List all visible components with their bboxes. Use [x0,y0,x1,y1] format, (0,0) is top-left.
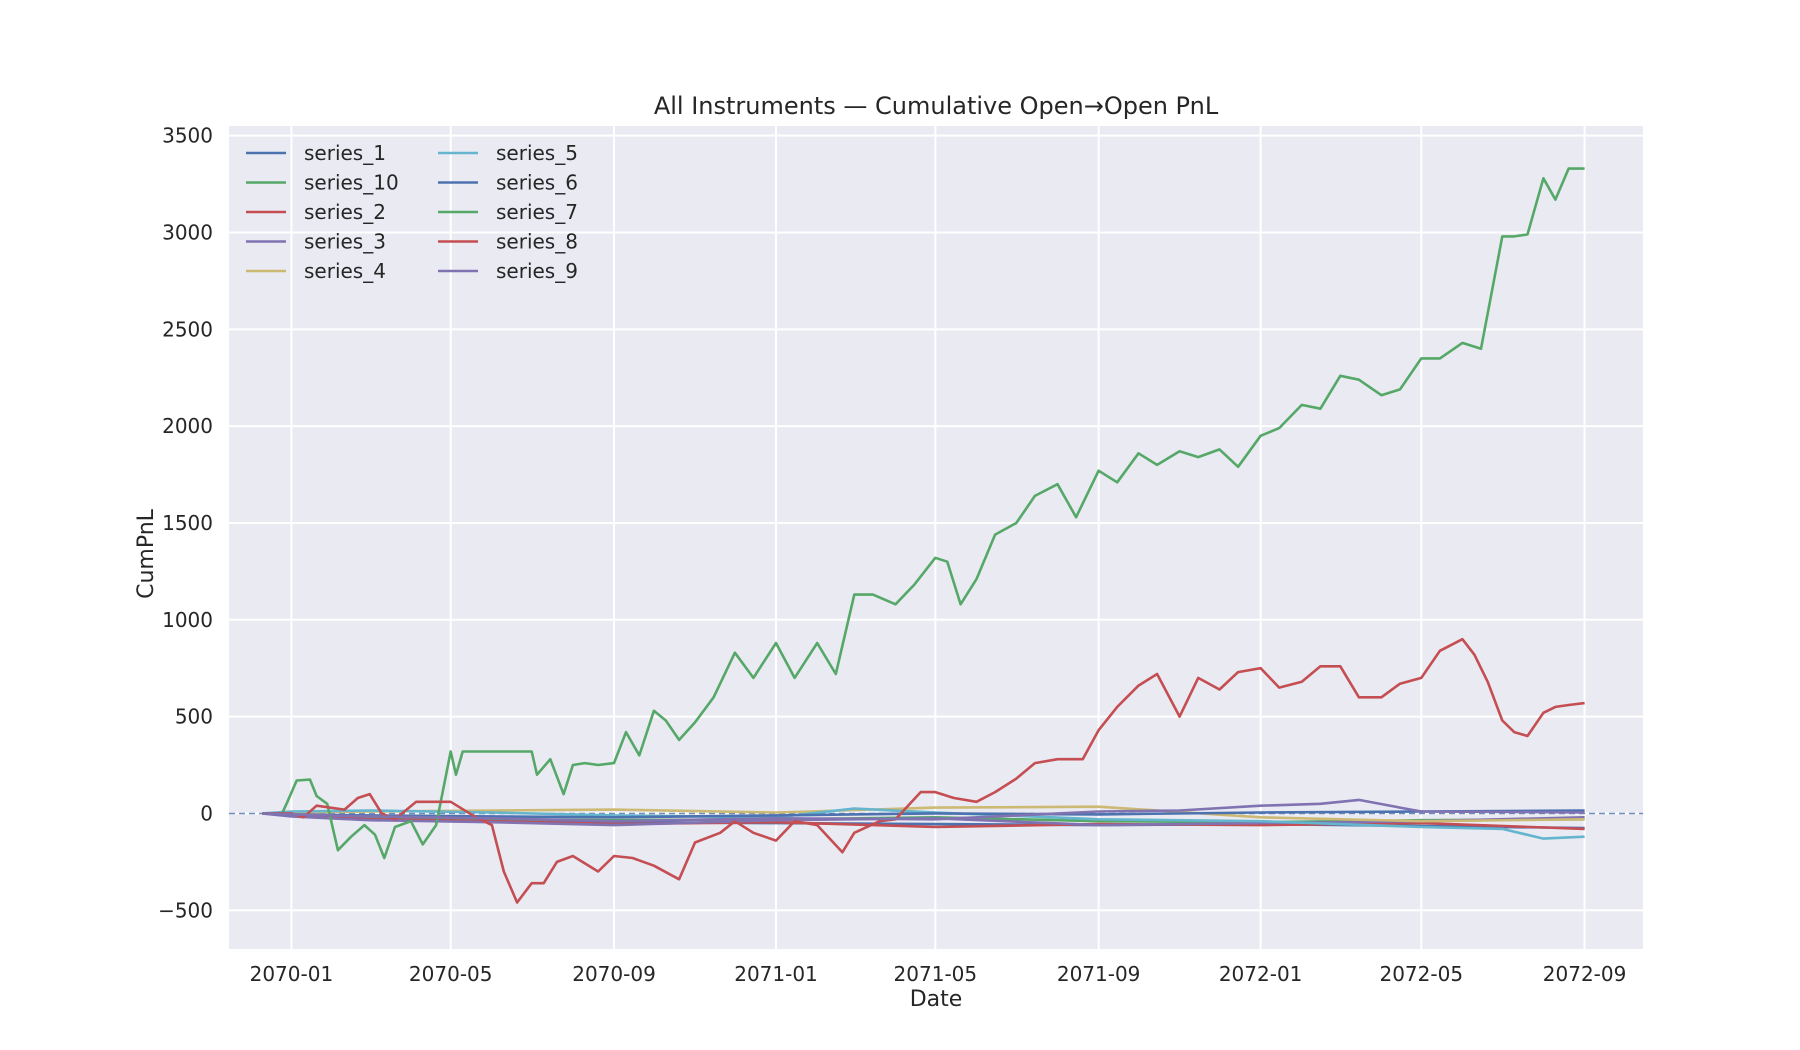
y-tick-label: 1000 [162,608,213,632]
legend: series_1 series_10 series_2 series_3 series_… [246,141,578,283]
legend-label: series_7 [496,200,578,224]
x-tick-label: 2071-01 [734,962,818,986]
legend-item: series_1 [246,141,386,165]
legend-item: series_8 [438,230,578,254]
tick-labels: 2070-01 2070-05 2070-09 2071-01 2071-05 2071-… [158,124,1626,986]
legend-label: series_5 [496,141,578,165]
series-line-series_5 [262,807,1585,840]
series-line-series_9 [262,798,1585,823]
legend-label: series_1 [304,141,386,165]
legend-item: series_9 [438,259,578,283]
x-tick-label: 2072-09 [1543,962,1627,986]
x-tick-label: 2071-05 [894,962,978,986]
x-tick-label: 2070-01 [250,962,334,986]
chart-title: All Instruments — Cumulative Open→Open P… [654,92,1219,120]
legend-label: series_8 [496,230,578,254]
y-tick-label: 500 [175,705,213,729]
legend-label: series_6 [496,171,578,195]
legend-label: series_4 [304,259,386,283]
legend-label: series_2 [304,200,386,224]
legend-item: series_6 [438,171,578,195]
legend-label: series_10 [304,171,399,195]
x-tick-label: 2071-09 [1057,962,1141,986]
y-tick-label: 2500 [162,317,213,341]
y-tick-label: 1500 [162,511,213,535]
y-axis-label: CumPnL [134,508,159,599]
y-tick-label: −500 [158,898,213,922]
x-tick-label: 2072-05 [1379,962,1463,986]
legend-label: series_3 [304,230,386,254]
y-tick-label: 2000 [162,414,213,438]
legend-item: series_4 [246,259,386,283]
legend-item: series_10 [246,171,399,195]
legend-item: series_7 [438,200,578,224]
legend-item: series_2 [246,200,386,224]
x-tick-label: 2072-01 [1219,962,1303,986]
legend-item: series_3 [246,230,386,254]
series-lines [262,167,1585,904]
y-tick-label: 3500 [162,124,213,148]
y-tick-label: 0 [200,801,213,825]
y-tick-label: 3000 [162,221,213,245]
x-tick-label: 2070-09 [572,962,656,986]
series-line-series_7 [262,167,1585,860]
legend-item: series_5 [438,141,578,165]
x-axis-label: Date [910,987,963,1012]
legend-label: series_9 [496,259,578,283]
x-tick-label: 2070-05 [409,962,493,986]
